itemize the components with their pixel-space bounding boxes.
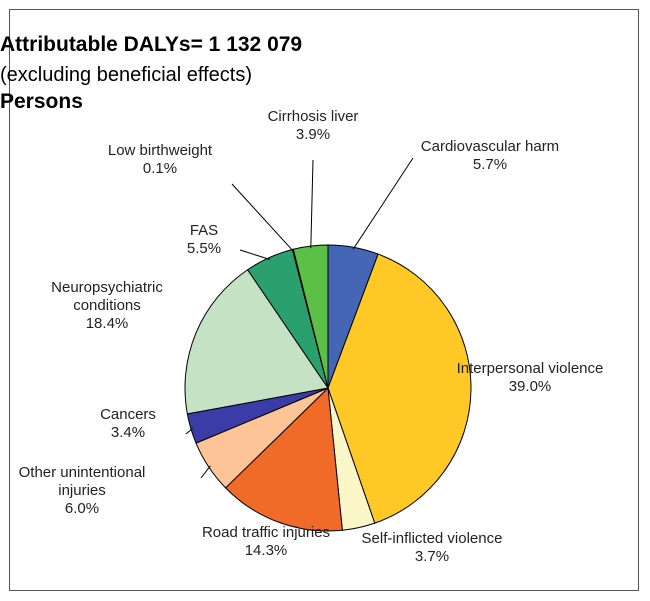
leader-line-cirrhosis-liver [310,159,314,249]
slice-label-fas: FAS 5.5% [187,222,221,257]
slice-label-cardiovascular-harm: Cardiovascular harm 5.7% [421,138,559,173]
chart-title: Attributable DALYs= 1 132 079 [0,33,303,56]
pie-slice-road-traffic-injuries [224,386,343,532]
leader-line-fas [239,249,271,260]
slice-label-cancers: Cancers 3.4% [100,406,156,441]
slice-label-cirrhosis-liver: Cirrhosis liver 3.9% [268,108,359,143]
leader-line-cardiovascular-harm [352,157,414,250]
slice-label-neuropsychiatric-conditions: Neuropsychiatric conditions 18.4% [51,279,163,332]
slice-label-interpersonal-violence: Interpersonal violence 39.0% [457,360,604,395]
pie-slice-neuropsychiatric-conditions [184,269,329,415]
leader-line-cancers [185,427,194,435]
chart-group-label: Persons [0,90,83,113]
slice-label-road-traffic-injuries: Road traffic injuries 14.3% [202,524,330,559]
pie-slice-interpersonal-violence [327,253,472,524]
slice-label-self-inflicted-violence: Self-inflicted violence 3.7% [362,530,503,565]
slice-label-low-birthweight: Low birthweight 0.1% [108,142,213,177]
leader-line-low-birthweight [231,183,294,252]
leader-line-other-unintentional-injuries [200,465,211,479]
chart-subtitle: (excluding beneficial effects) [0,64,252,86]
slice-label-other-unintentional-injuries: Other unintentional injuries 6.0% [19,464,146,517]
